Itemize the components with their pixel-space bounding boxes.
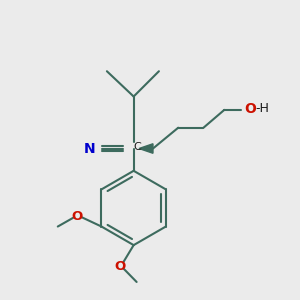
Text: N: N xyxy=(83,142,95,155)
Text: -H: -H xyxy=(256,102,269,115)
Polygon shape xyxy=(139,144,153,153)
Text: C: C xyxy=(133,142,141,152)
Text: O: O xyxy=(71,210,83,223)
Text: O: O xyxy=(115,260,126,273)
Text: O: O xyxy=(244,102,256,116)
